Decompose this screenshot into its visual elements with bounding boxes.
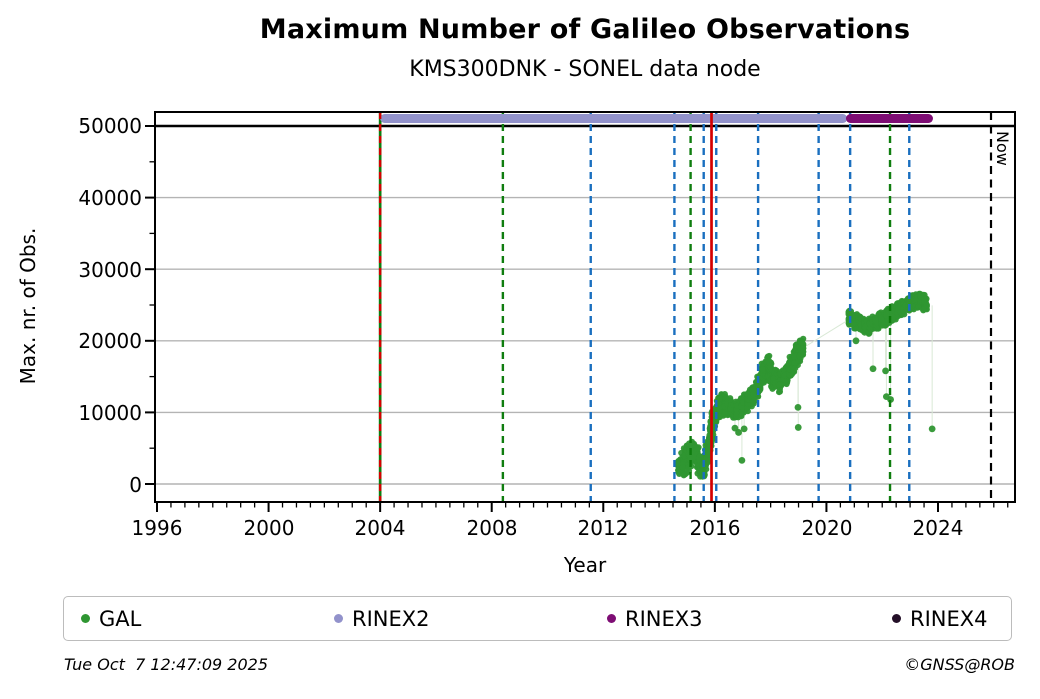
coverage-bar-rinex2 (380, 114, 848, 123)
plot-border (154, 111, 1016, 503)
y-tick-label-50000: 50000 (78, 114, 142, 138)
y-tick-label-30000: 30000 (78, 258, 142, 282)
gal-points (675, 290, 936, 480)
legend-item-rinex2: RINEX2 (334, 597, 430, 640)
timestamp: Tue Oct 7 12:47:09 2025 (64, 655, 268, 674)
x-tick-label-2012: 2012 (577, 516, 629, 540)
x-tick-label-1996: 1996 (131, 516, 183, 540)
legend-label-gal: GAL (99, 606, 142, 631)
x-axis-label: Year (563, 553, 607, 577)
x-tick-label-2016: 2016 (689, 516, 741, 540)
legend-item-rinex4: RINEX4 (892, 597, 988, 640)
legend-label-rinex2: RINEX2 (352, 606, 430, 631)
x-tick-label-2008: 2008 (466, 516, 518, 540)
y-tick-label-40000: 40000 (78, 186, 142, 210)
x-tick-label-2020: 2020 (801, 516, 853, 540)
legend-label-rinex3: RINEX3 (625, 606, 703, 631)
y-tick-label-0: 0 (129, 473, 142, 497)
chart-title: Maximum Number of Galileo Observations (259, 14, 911, 45)
x-tick-label-2004: 2004 (354, 516, 406, 540)
legend-box: GAL RINEX2 RINEX3 RINEX4 (63, 596, 1012, 641)
y-tick-label-20000: 20000 (78, 329, 142, 353)
rinex2-marker-icon (334, 614, 343, 623)
x-tick-label-2000: 2000 (243, 516, 295, 540)
y-tick-label-10000: 10000 (78, 401, 142, 425)
legend-item-rinex3: RINEX3 (607, 597, 703, 640)
y-axis-label: Max. nr. of Obs. (16, 227, 40, 385)
chart-subtitle: KMS300DNK - SONEL data node (409, 57, 761, 82)
credit: ©GNSS@ROB (904, 655, 1015, 674)
rinex4-marker-icon (892, 614, 901, 623)
x-tick-label-2024: 2024 (912, 516, 964, 540)
gal-marker-icon (81, 614, 90, 623)
now-label: Now (993, 131, 1012, 166)
rinex3-marker-icon (607, 614, 616, 623)
coverage-bar-rinex3 (845, 114, 933, 123)
legend-item-gal: GAL (81, 597, 141, 640)
gal-connector (677, 299, 933, 474)
legend-label-rinex4: RINEX4 (910, 606, 988, 631)
